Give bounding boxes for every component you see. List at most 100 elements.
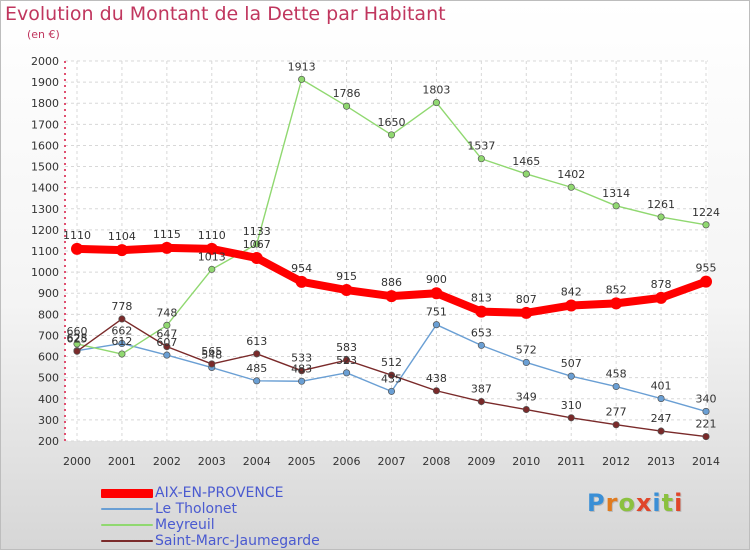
data-label: 435 [381,372,402,385]
data-label: 751 [426,306,447,319]
data-label: 458 [606,368,627,381]
chart-title: Evolution du Montant de la Dette par Hab… [5,3,446,25]
logo-letter: r [605,489,619,517]
data-label: 1224 [692,206,720,219]
data-point [475,305,488,318]
data-label: 438 [426,372,447,385]
y-tick-label: 1300 [31,203,59,216]
legend-item: Saint-Marc-Jaumegarde [101,533,401,549]
legend-label: Saint-Marc-Jaumegarde [155,533,320,549]
data-point [702,221,710,229]
data-point [610,297,623,310]
data-label: 1537 [467,140,495,153]
data-label: 628 [67,332,88,345]
data-label: 886 [381,276,402,289]
data-label: 507 [561,357,582,370]
data-label: 1786 [333,87,361,100]
data-label: 583 [336,341,357,354]
data-label: 565 [201,345,222,358]
y-axis-unit-label: (en €) [27,28,60,41]
data-label: 1115 [153,228,181,241]
x-tick-label: 2007 [378,455,406,468]
data-point [343,102,351,110]
data-label: 1803 [422,84,450,97]
data-label: 1913 [288,60,316,73]
y-tick-label: 900 [38,287,59,300]
data-label: 613 [246,335,267,348]
data-point [208,265,216,273]
data-point [253,377,261,385]
data-point [343,356,351,364]
data-label: 340 [696,392,717,405]
proxiti-logo: Proxiti [587,489,683,517]
data-point [567,372,575,380]
legend: AIX-EN-PROVENCE Le Tholonet Meyreuil Saint-… [101,485,401,549]
data-label: 900 [426,273,447,286]
x-tick-label: 2011 [557,455,585,468]
data-point [432,99,440,107]
data-point [387,387,396,395]
data-label: 1013 [198,250,226,263]
data-point [253,240,261,248]
data-label: 387 [471,383,492,396]
data-point [657,213,665,221]
data-label: 523 [336,354,357,367]
data-point [298,367,306,375]
data-label: 1465 [512,155,540,168]
data-point [385,290,398,303]
data-point [522,170,530,178]
x-tick-label: 2000 [63,455,91,468]
data-point [477,397,485,406]
x-tick-label: 2004 [243,455,271,468]
x-tick-label: 2003 [198,455,226,468]
data-label: 1110 [198,229,226,242]
data-label: 1402 [557,168,585,181]
data-point [522,405,530,414]
data-label: 310 [561,399,582,412]
data-label: 247 [651,412,672,425]
data-label: 813 [471,292,492,305]
data-point [565,299,578,312]
logo-letter: P [587,489,606,517]
data-label: 1104 [108,230,136,243]
data-label: 878 [651,278,672,291]
data-point [522,358,530,367]
legend-item: Meyreuil [101,517,401,533]
x-tick-label: 2013 [647,455,675,468]
data-point [387,371,396,379]
legend-label: Le Tholonet [155,501,238,517]
legend-label: AIX-EN-PROVENCE [155,485,284,501]
data-point [702,433,710,441]
data-point [657,395,665,403]
y-tick-label: 1400 [31,182,59,195]
x-tick-label: 2002 [153,455,181,468]
y-tick-label: 400 [38,393,59,406]
y-tick-label: 1600 [31,139,59,152]
data-label: 548 [201,349,222,362]
data-label: 653 [471,326,492,339]
x-tick-label: 2006 [333,455,361,468]
data-point [163,343,171,351]
x-tick-label: 2008 [422,455,450,468]
data-label: 483 [291,362,312,375]
x-tick-label: 2001 [108,455,136,468]
data-label: 512 [381,356,402,369]
data-point [295,275,308,288]
x-tick-label: 2009 [467,455,495,468]
data-point [387,131,396,139]
data-label: 1110 [63,229,91,242]
data-label: 625 [67,332,88,345]
data-point [657,427,665,435]
legend-swatch [101,508,153,510]
data-label: 533 [291,352,312,365]
legend-swatch [101,540,153,542]
data-label: 915 [336,270,357,283]
data-label: 401 [651,380,672,393]
data-label: 778 [111,300,132,313]
data-point [700,275,712,288]
y-tick-label: 2000 [31,55,59,68]
data-point [567,183,575,191]
data-label: 221 [696,418,717,431]
data-point [343,369,351,377]
